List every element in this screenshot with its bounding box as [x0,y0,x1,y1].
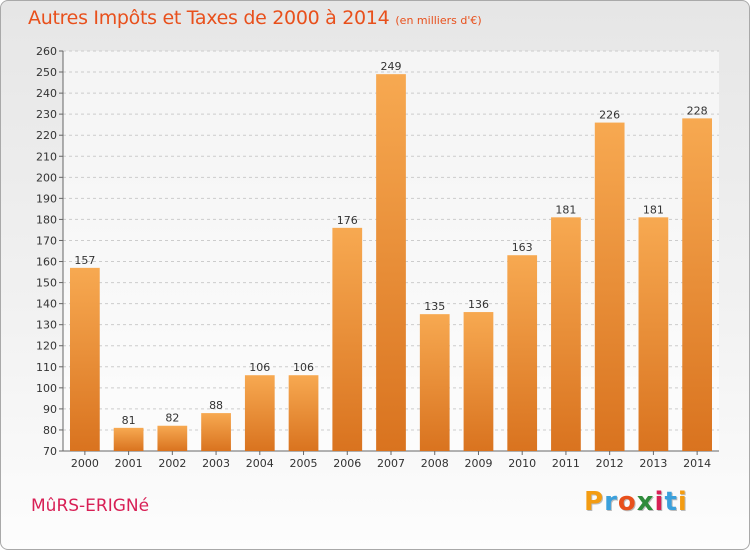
logo-letter: x [636,487,655,517]
bar [201,413,231,451]
x-tick-label: 2006 [333,457,361,470]
x-tick-label: 2000 [71,457,99,470]
proxiti-logo[interactable]: Proxiti [584,487,688,517]
bar-value-label: 163 [512,241,533,254]
x-tick-label: 2001 [115,457,143,470]
y-tick-label: 230 [36,108,57,121]
bar [463,312,494,451]
bar-value-label: 249 [381,60,402,73]
y-tick-label: 190 [36,192,57,205]
bar-value-label: 81 [122,414,136,427]
y-tick-label: 180 [36,213,57,226]
x-tick-label: 2010 [508,457,536,470]
x-tick-label: 2002 [158,457,186,470]
title-unit: (en milliers d'€) [395,14,482,27]
y-tick-label: 110 [36,361,57,374]
bar [288,375,319,451]
y-tick-label: 170 [36,234,57,247]
bar [244,375,275,451]
y-tick-label: 130 [36,319,57,332]
bar-value-label: 181 [643,203,664,216]
x-tick-label: 2004 [246,457,274,470]
y-tick-label: 80 [43,424,57,437]
bar [157,425,188,451]
y-tick-label: 90 [43,403,57,416]
bar-value-label: 88 [209,399,223,412]
logo-letter: o [617,487,637,517]
chart-title: Autres Impôts et Taxes de 2000 à 2014 (en… [28,7,482,29]
bar [638,217,669,451]
x-tick-label: 2003 [202,457,230,470]
bar [682,118,713,452]
y-tick-label: 140 [36,298,57,311]
logo-letter: i [677,487,688,517]
y-tick-label: 220 [36,129,57,142]
bar [332,227,363,451]
y-tick-label: 200 [36,171,57,184]
bar-value-label: 135 [424,300,445,313]
x-tick-label: 2007 [377,457,405,470]
title-text: Autres Impôts et Taxes de 2000 à 2014 [28,7,390,29]
bar-value-label: 82 [165,412,179,425]
logo-letter: i [654,487,665,517]
bar-value-label: 228 [687,104,708,117]
bar-value-label: 181 [555,203,576,216]
bar-value-label: 136 [468,298,489,311]
y-tick-label: 70 [43,445,57,458]
x-tick-label: 2011 [552,457,580,470]
y-tick-label: 100 [36,382,57,395]
x-tick-label: 2014 [683,457,711,470]
y-tick-label: 210 [36,150,57,163]
x-tick-label: 2012 [596,457,624,470]
logo-letter: t [664,487,678,517]
bar-value-label: 157 [74,254,95,267]
bar [419,314,450,451]
bar-value-label: 106 [293,361,314,374]
bar-value-label: 106 [249,361,270,374]
bar [69,267,100,451]
y-tick-label: 160 [36,256,57,269]
logo-letter: P [584,487,605,517]
y-tick-label: 250 [36,66,57,79]
x-tick-label: 2013 [639,457,667,470]
bar [113,427,144,451]
y-tick-label: 260 [36,45,57,58]
bar [507,255,538,451]
y-tick-label: 120 [36,340,57,353]
bar [376,74,406,451]
y-tick-label: 240 [36,87,57,100]
bar [594,122,625,451]
logo-letter: r [604,487,618,517]
bar [551,217,581,451]
x-tick-label: 2008 [421,457,449,470]
x-tick-label: 2005 [290,457,318,470]
y-tick-label: 150 [36,277,57,290]
bar-value-label: 226 [599,109,620,122]
city-name: MûRS-ERIGNé [31,496,150,516]
bar-value-label: 176 [337,214,358,227]
x-tick-label: 2009 [464,457,492,470]
